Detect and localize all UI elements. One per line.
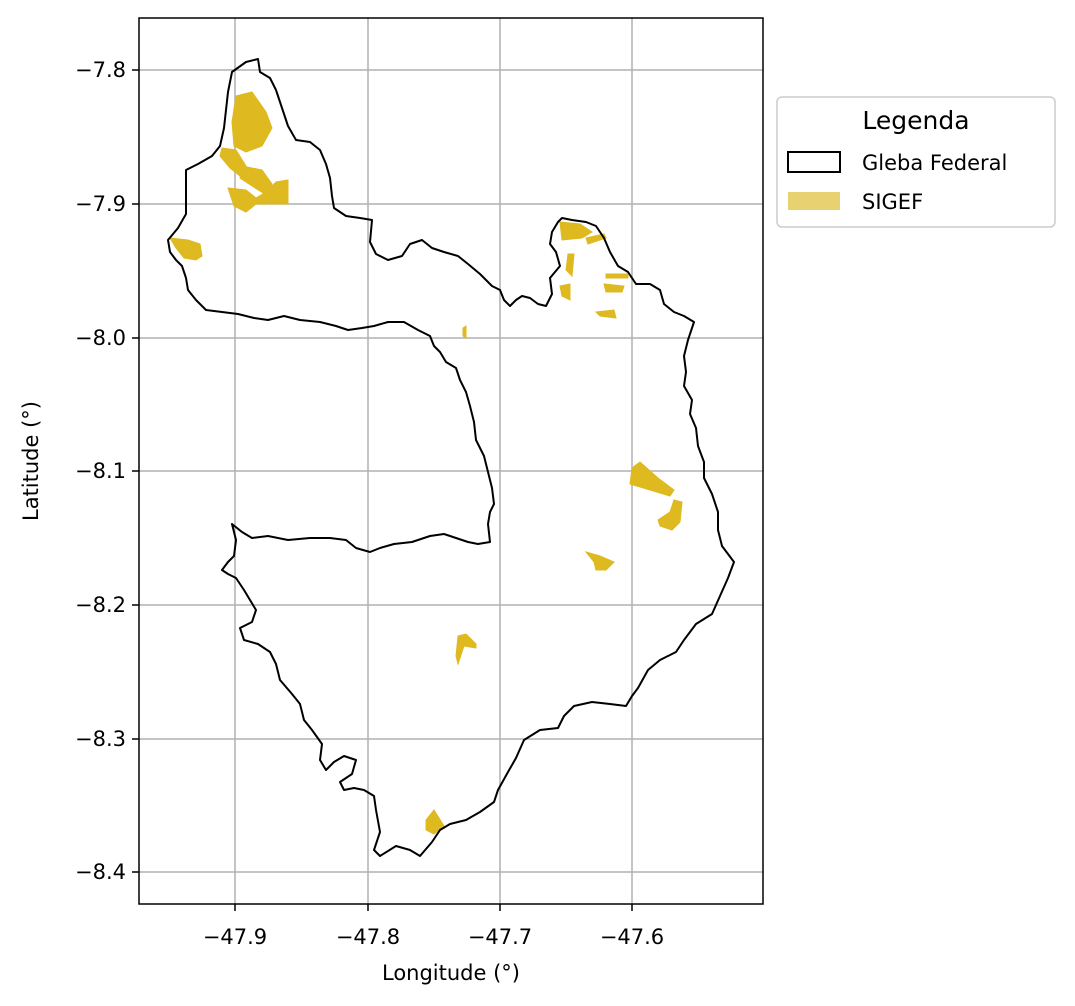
x-tick-label: −47.9 [203,925,267,949]
sigef-parcel [584,551,615,571]
axes-frame [138,17,764,905]
sigef-parcel [657,499,683,531]
sigef-parcel [227,179,289,213]
sigef-parcel [559,221,593,241]
sigef-parcels [169,91,683,835]
y-tick-label: −7.9 [75,192,126,216]
boundary-line [167,58,735,857]
y-tick-marks [132,69,139,873]
x-tick-label: −47.7 [468,925,532,949]
legend-box [776,96,1056,228]
sigef-parcel [462,325,467,339]
legend: Legenda Gleba Federal SIGEF [776,96,1056,228]
y-tick-label: −8.3 [75,727,126,751]
sigef-parcel [455,633,477,666]
y-tick-label: −8.0 [75,326,126,350]
y-axis-title: Latitude (°) [19,401,43,521]
sigef-parcel [169,237,203,261]
sigef-parcel [585,233,607,245]
y-tick-label: −8.1 [75,459,126,483]
sigef-parcel [629,461,675,497]
legend-label-gleba: Gleba Federal [862,151,1007,175]
x-tick-label: −47.6 [600,925,664,949]
sigef-parcel [594,309,617,319]
y-tick-label: −8.4 [75,860,126,884]
sigef-parcel [231,91,273,153]
legend-title: Legenda [862,106,969,135]
x-tick-label: −47.8 [336,925,400,949]
y-tick-label: −7.8 [75,58,126,82]
sigef-parcel [605,273,629,279]
y-tick-label: −8.2 [75,593,126,617]
legend-label-sigef: SIGEF [862,190,923,214]
legend-swatch-gleba [787,151,841,173]
sigef-parcel [565,253,575,278]
legend-swatch-sigef [788,192,840,210]
gleba-federal-boundary [167,58,735,857]
x-axis-title: Longitude (°) [382,961,520,985]
x-tick-marks [234,904,633,911]
sigef-parcel [559,283,571,301]
sigef-parcel [425,809,445,835]
sigef-parcel [603,283,625,293]
